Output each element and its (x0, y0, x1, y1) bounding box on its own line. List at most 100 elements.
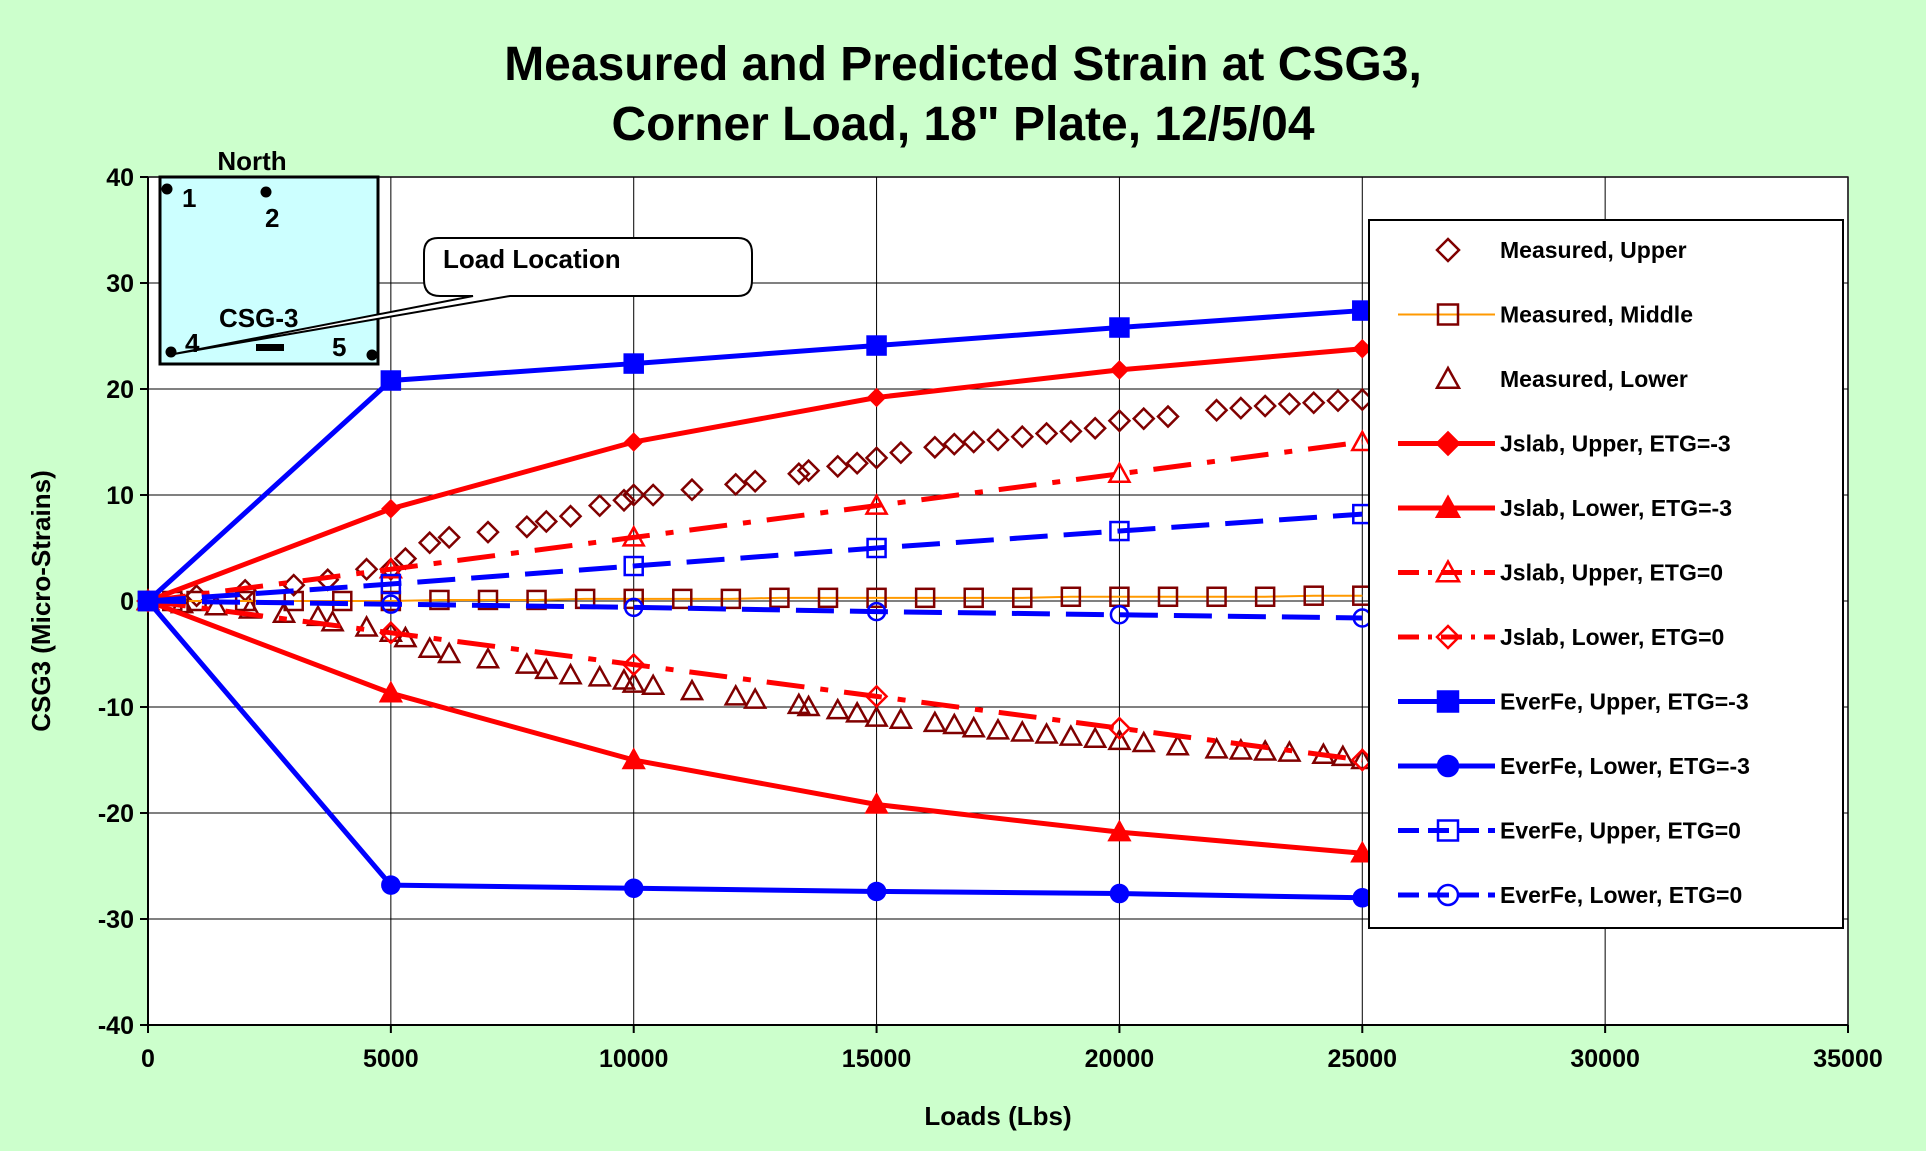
series-measured-lower-point (558, 662, 583, 685)
y-axis-label: CSG3 (Micro-Strains) (26, 470, 56, 732)
series-measured-middle-point (1254, 586, 1276, 608)
y-tick-label: 40 (106, 164, 134, 192)
legend-items: Measured, Upper Measured, Middle Measured,… (1398, 237, 1750, 908)
chart-title-line-1: Measured and Predicted Strain at CSG3, (504, 38, 1422, 91)
series-jslab-lower-etg-3-point (1350, 840, 1375, 863)
inset-point-2-label: 2 (265, 203, 279, 233)
series-measured-upper-point (621, 483, 646, 507)
legend-item-measured-lower: Measured, Lower (1434, 365, 1688, 392)
inset-point-5 (366, 349, 378, 361)
series-jslab-upper-etg-3-point (1109, 360, 1130, 380)
series-measured-upper-point (281, 573, 306, 597)
series-measured-lower-point (514, 652, 539, 674)
series-jslab-lower-etg-3-point (864, 791, 889, 814)
series-measured-middle-point (477, 589, 499, 611)
series-measured-lower-point (437, 641, 462, 664)
series-measured-upper-point (1034, 421, 1059, 446)
series-jslab-lower-etg-3 (135, 588, 1375, 863)
series-measured-middle-point (1012, 587, 1033, 609)
inset-north-label: North (217, 146, 286, 176)
series-measured-upper-point (864, 446, 889, 470)
series-measured-lower-point (587, 664, 612, 687)
inset-point-5-label: 5 (332, 332, 346, 362)
legend: Measured, Upper Measured, Middle Measured,… (1368, 219, 1844, 929)
inset-point-2 (260, 186, 272, 198)
series-measured-upper-point (515, 515, 539, 539)
series-everfe-lower-etg-3-line (146, 599, 1363, 901)
series-measured-lower-point (475, 646, 501, 669)
series-measured-upper-point (1156, 404, 1180, 429)
series-measured-lower-point (864, 705, 889, 727)
series-jslab-upper-etg-0-point (1107, 461, 1132, 484)
legend-marker (1434, 558, 1462, 583)
series-measured-lower-point (723, 683, 748, 706)
series-measured-middle-point (720, 588, 742, 610)
legend-item-everfe-lower-etg-0: EverFe, Lower, ETG=0 (1398, 882, 1742, 908)
series-everfe-upper-etg-0-line (147, 511, 1363, 604)
series-measured-lower-point (1083, 726, 1108, 749)
series-measured-lower-point (942, 712, 967, 735)
series-measured-lower-point (621, 671, 646, 693)
legend-label: Jslab, Lower, ETG=-3 (1500, 495, 1732, 521)
inset-point-4 (165, 346, 177, 358)
x-tick-label: 30000 (1570, 1045, 1640, 1073)
y-tick-label: -20 (98, 800, 134, 828)
series-measured-middle-point (429, 589, 450, 611)
y-tick-label: -10 (98, 694, 134, 722)
series-measured-lower-point (961, 715, 986, 738)
series-layer (135, 300, 1375, 908)
series-measured-middle-point (817, 587, 839, 609)
inset-slab (158, 175, 380, 366)
series-everfe-lower-etg-0-point (381, 594, 401, 614)
series-measured-upper-point (1059, 419, 1083, 444)
series-measured-lower-point (1228, 737, 1253, 760)
callout-text: Load Location (443, 244, 621, 274)
series-jslab-upper-etg-3-line (147, 346, 1363, 604)
legend-label: EverFe, Upper, ETG=-3 (1500, 689, 1749, 715)
series-measured-lower-point (985, 717, 1011, 740)
legend-label: EverFe, Lower, ETG=-3 (1500, 753, 1750, 779)
legend-marker (1435, 430, 1461, 457)
series-measured-upper-point (680, 477, 704, 502)
series-everfe-lower-etg-0-point (1109, 605, 1130, 625)
legend-item-jslab-upper-etg-3: Jslab, Upper, ETG=-3 (1398, 431, 1731, 457)
y-tick-label: 30 (106, 270, 134, 298)
series-jslab-lower-etg-0-point (1107, 716, 1132, 740)
series-jslab-upper-etg-0-line (147, 439, 1363, 604)
series-measured-lower-point (1165, 733, 1190, 756)
series-everfe-lower-etg-0-line (147, 598, 1363, 621)
series-measured-upper-point (923, 435, 947, 460)
series-measured-lower-point (271, 601, 297, 623)
series-measured-middle-point (914, 587, 936, 609)
series-everfe-upper-etg-3-line (146, 308, 1363, 603)
series-measured-upper-point (1204, 398, 1229, 422)
series-measured-middle-point (623, 588, 644, 610)
inset-diagram: North 1 2 4 5 CSG-3 Load Location (158, 146, 753, 366)
y-tick-label: -30 (98, 906, 134, 934)
series-measured-middle-point (1303, 585, 1324, 606)
x-tick-label: 0 (141, 1045, 155, 1073)
series-jslab-lower-etg-3-point (378, 680, 403, 703)
legend-item-jslab-lower-etg-3: Jslab, Lower, ETG=-3 (1398, 494, 1732, 521)
x-axis-label: Loads (Lbs) (924, 1101, 1071, 1131)
series-measured-upper-point (1107, 409, 1132, 433)
series-measured-upper-point (1131, 406, 1156, 431)
series-measured-middle-point (672, 588, 693, 610)
series-measured-upper-point (961, 430, 986, 454)
series-jslab-upper-etg-0-point (378, 556, 403, 579)
series-measured-lower-point (611, 667, 637, 690)
legend-marker (1436, 819, 1460, 842)
series-jslab-lower-etg-3-line (147, 598, 1363, 856)
series-measured-lower-point (1010, 719, 1035, 742)
series-measured-lower-point (825, 697, 850, 720)
series-measured-middle-point (1157, 586, 1179, 608)
series-jslab-lower-etg-0-point (621, 652, 646, 677)
series-everfe-lower-etg-3-point (866, 881, 887, 902)
series-measured-lower-point (1350, 747, 1375, 770)
series-jslab-upper-etg-0-point (1350, 429, 1375, 452)
series-measured-upper-point (723, 472, 748, 497)
series-everfe-lower-etg-0-point (623, 597, 644, 618)
x-tick-label: 20000 (1085, 1045, 1155, 1073)
series-jslab-lower-etg-3-point (1107, 819, 1132, 842)
series-measured-middle-point (526, 589, 547, 611)
